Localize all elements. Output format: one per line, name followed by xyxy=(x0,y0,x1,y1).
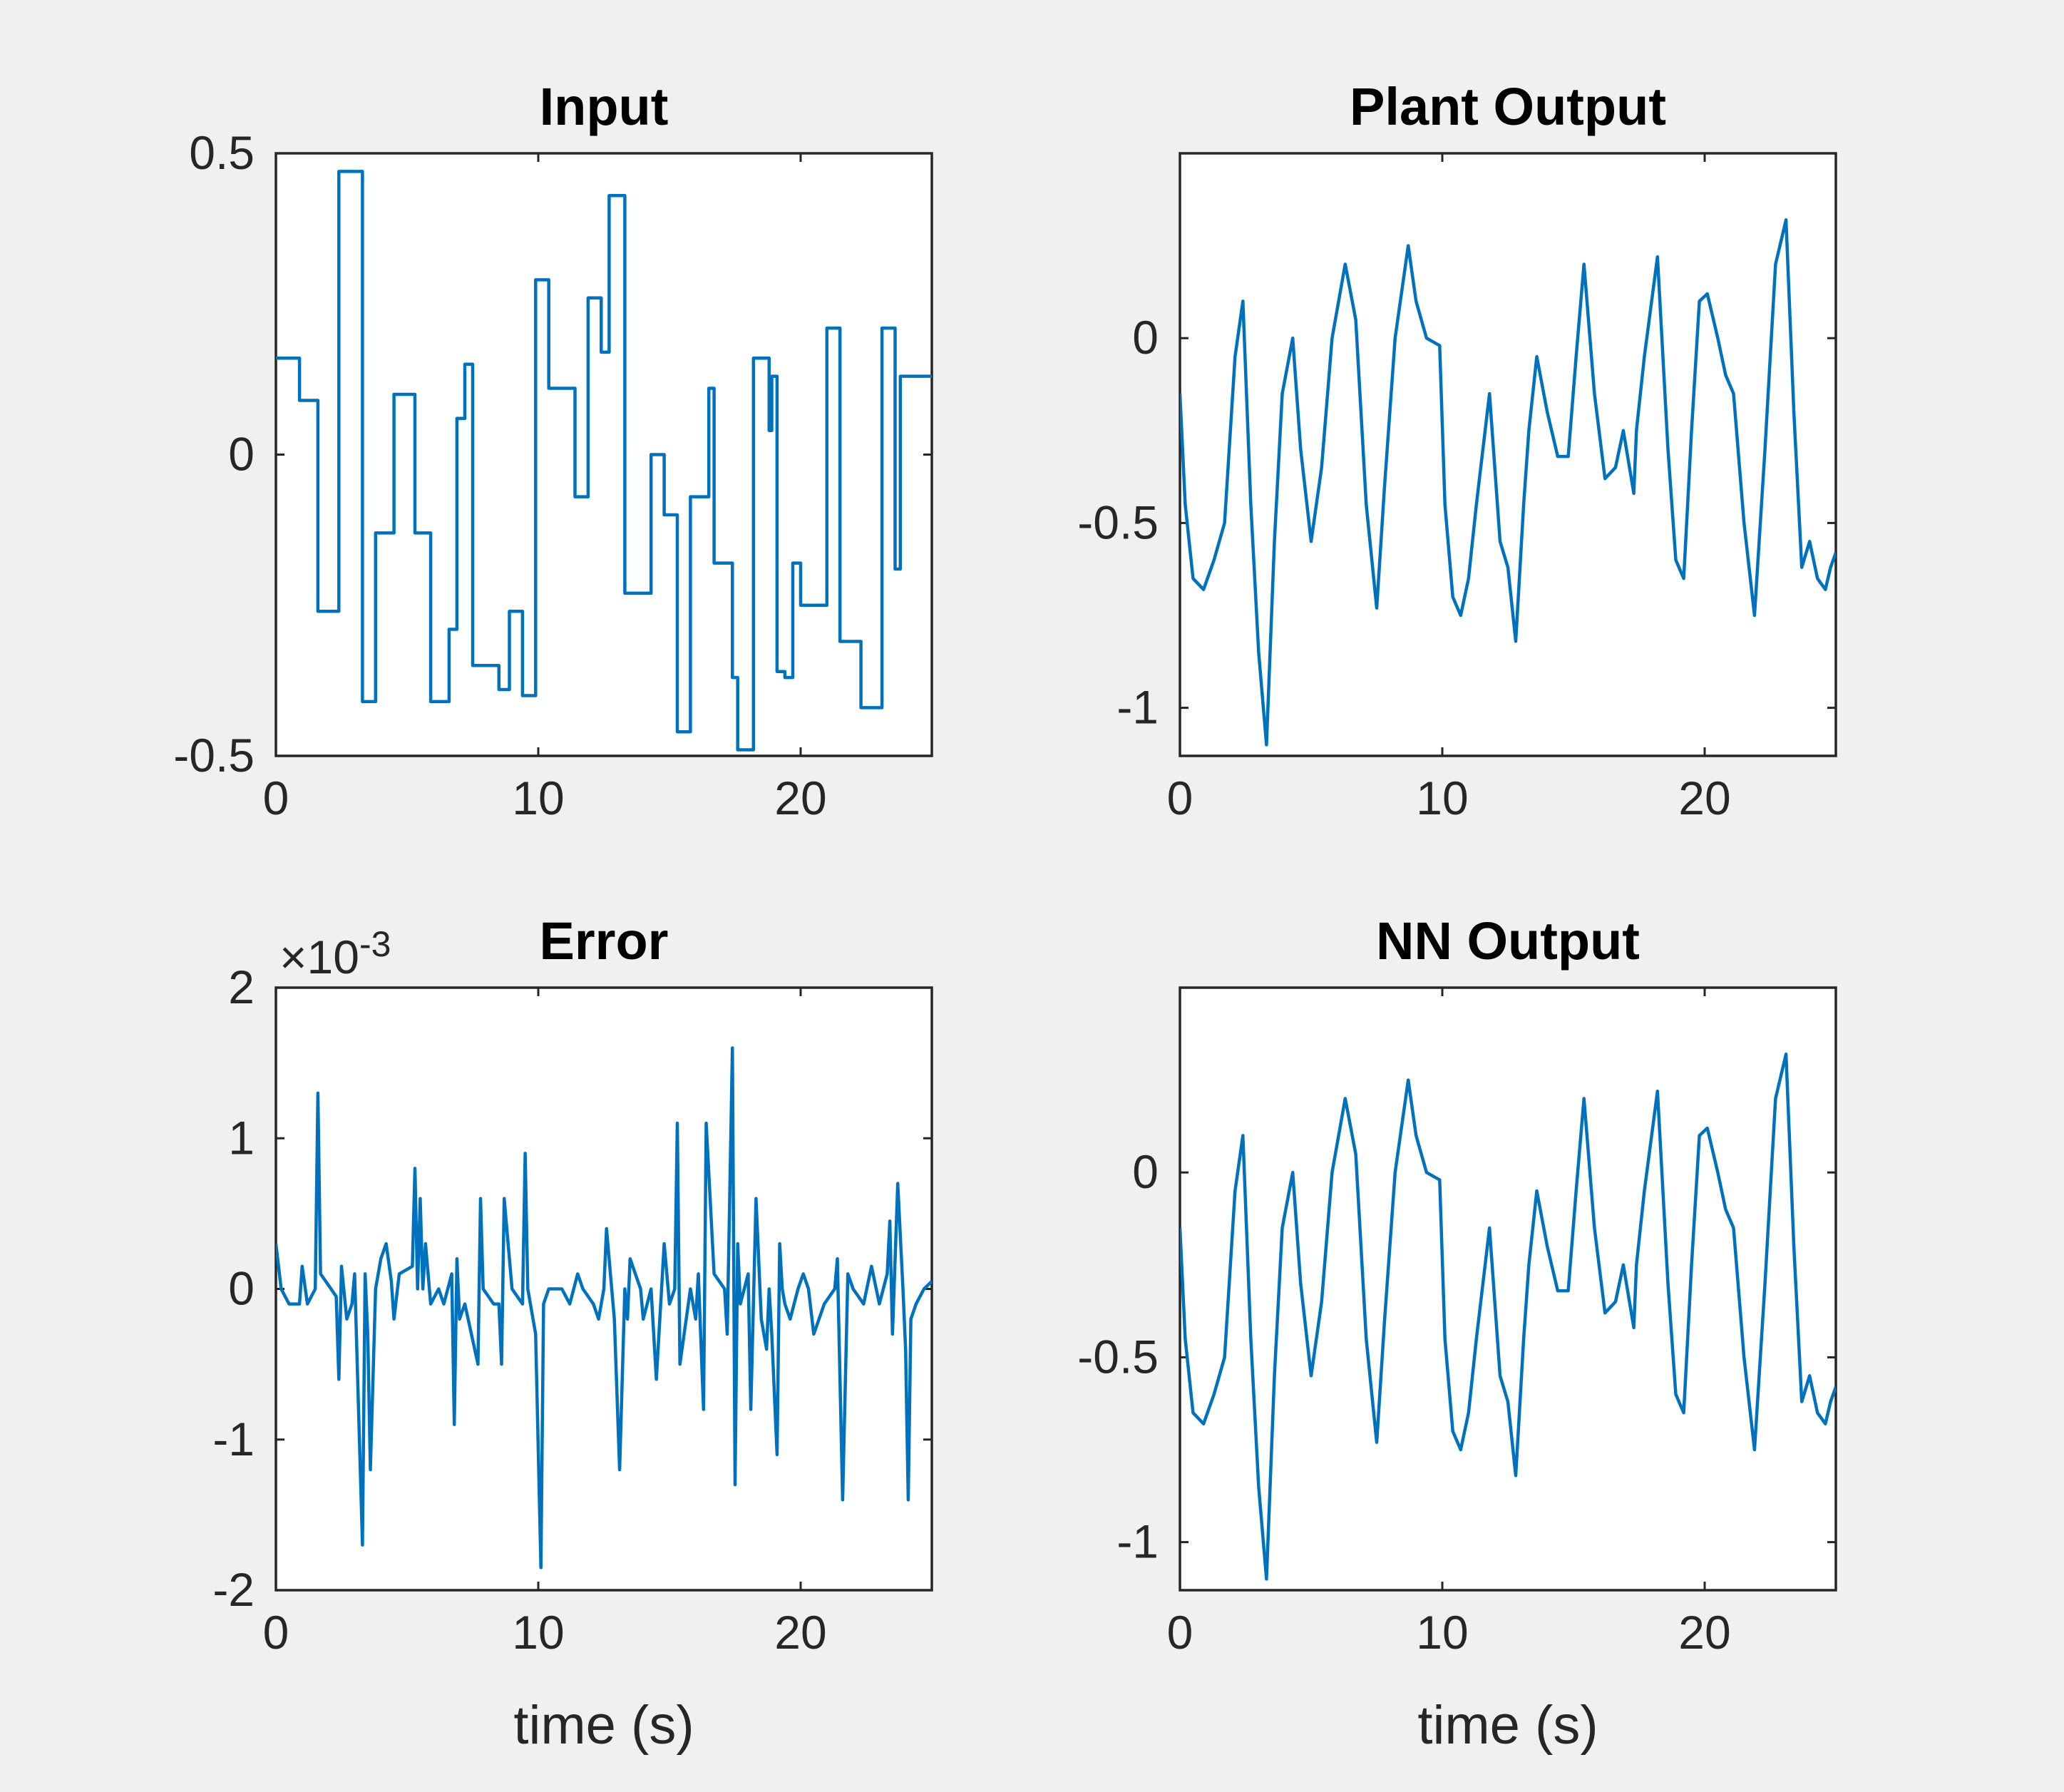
subplot-error: Error ×10-3 time (s) 0 10 20 -2 -1 0 1 2 xyxy=(212,911,933,1756)
y-tick-label: -1 xyxy=(1116,681,1159,734)
y-tick-label: 0 xyxy=(228,428,255,481)
series-line xyxy=(1180,1053,1836,1581)
subplot-title: Input xyxy=(540,77,669,136)
plot-area xyxy=(1179,986,1837,1592)
subplot-title: Plant Output xyxy=(1350,77,1666,136)
x-tick-label: 0 xyxy=(1167,772,1193,824)
x-tick-label: 10 xyxy=(512,772,564,824)
series-line xyxy=(276,1046,932,1570)
y-tick-label: 0 xyxy=(228,1262,255,1315)
y-tick-label: 0.5 xyxy=(189,126,255,179)
x-tick-label: 10 xyxy=(1416,772,1468,824)
y-tick-label: -0.5 xyxy=(173,729,255,782)
subplot-input: Input 0 10 20-0.500.5 xyxy=(173,77,933,824)
subplot-title: NN Output xyxy=(1376,911,1640,971)
plot-area xyxy=(1179,152,1837,757)
exponent-label: ×10-3 xyxy=(279,924,391,983)
series-line xyxy=(1180,218,1836,747)
y-tick-label: -1 xyxy=(212,1413,255,1465)
y-tick-label: 2 xyxy=(228,961,255,1013)
x-tick-label: 0 xyxy=(1167,1606,1193,1659)
x-tick-label: 20 xyxy=(1678,1606,1730,1659)
x-tick-label: 20 xyxy=(774,1606,826,1659)
plot-area xyxy=(274,152,933,757)
x-axis-label: time (s) xyxy=(1417,1695,1598,1756)
x-tick-label: 10 xyxy=(1416,1606,1468,1659)
subplot-title: Error xyxy=(540,911,669,971)
subplot-nn-output: NN Output time (s) 0 10 20 -1 -0.5 0 xyxy=(1077,911,1837,1756)
y-tick-label: -0.5 xyxy=(1077,1330,1159,1383)
x-axis-label: time (s) xyxy=(513,1695,694,1756)
y-tick-label: 1 xyxy=(228,1111,255,1164)
x-tick-label: 10 xyxy=(512,1606,564,1659)
y-tick-label: 0 xyxy=(1132,1145,1159,1198)
y-tick-label: -0.5 xyxy=(1077,496,1159,548)
y-tick-label: 0 xyxy=(1132,311,1159,364)
y-tick-label: -2 xyxy=(212,1563,255,1616)
y-tick-label: -1 xyxy=(1116,1515,1159,1568)
x-tick-label: 0 xyxy=(263,772,289,824)
x-tick-label: 20 xyxy=(1678,772,1730,824)
subplot-plant-output: Plant Output 0 10 20 -1 -0.5 0 xyxy=(1077,77,1837,824)
x-tick-label: 20 xyxy=(774,772,826,824)
x-tick-label: 0 xyxy=(263,1606,289,1659)
series-line xyxy=(276,170,932,752)
